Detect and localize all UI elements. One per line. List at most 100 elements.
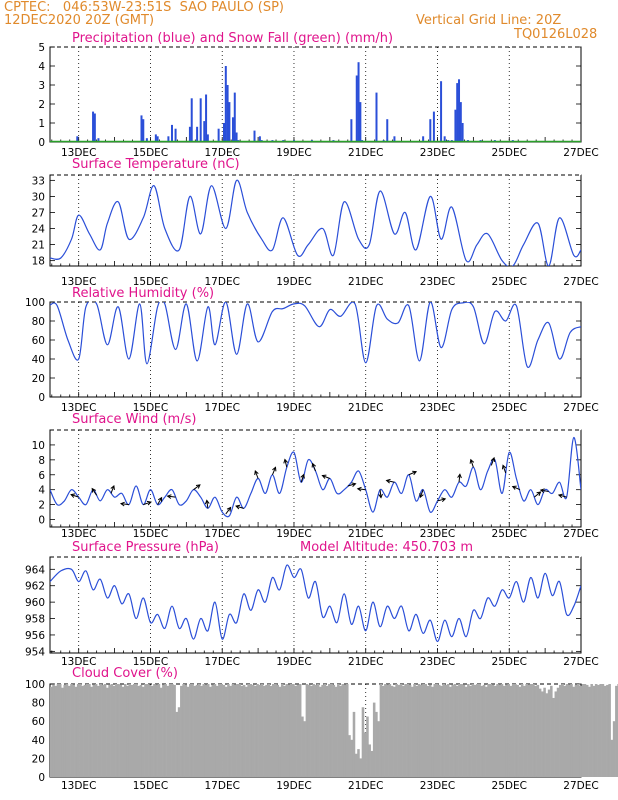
wind-arrow: [284, 459, 288, 468]
cloud-bar: [498, 684, 502, 777]
wind-arrow-head: [272, 466, 277, 472]
cloud-bar: [597, 684, 600, 777]
cloud-bar: [413, 684, 416, 777]
cloud-bar: [610, 739, 614, 777]
cloud-bar: [319, 686, 322, 777]
cloud-cover-x-tick-label: 25DEC: [492, 780, 527, 792]
cloud-bar: [561, 684, 564, 777]
cloud-bar: [594, 684, 598, 777]
wind-arrow-head: [385, 478, 391, 484]
wind-arrow: [502, 465, 507, 474]
cloud-bar: [491, 684, 495, 777]
precip-bar: [357, 62, 360, 143]
precip-bar: [226, 85, 229, 142]
cloud-bar: [256, 684, 259, 777]
precipitation-y-tick-label: 0: [38, 137, 45, 149]
cloud-bar: [525, 684, 528, 777]
pressure-series-line: [50, 564, 581, 643]
wind-arrow: [206, 500, 209, 509]
cloud-bar: [328, 684, 331, 777]
cloud-bar: [581, 684, 584, 777]
cloud-bar: [390, 685, 394, 777]
wind-arrow: [254, 470, 259, 479]
wind-arrow-head: [226, 506, 232, 512]
cloud-bar: [97, 685, 100, 777]
cloud-bar: [330, 684, 333, 777]
cloud-bar: [404, 684, 407, 777]
cloud-bar: [388, 684, 392, 777]
temperature-y-tick-label: 18: [32, 256, 45, 268]
precip-bar: [188, 126, 191, 142]
cloud-bar: [451, 684, 454, 777]
cloud-bar: [267, 684, 271, 777]
humidity-x-tick-label: 17DEC: [205, 402, 240, 414]
cloud-bar: [572, 686, 576, 777]
cloud-bar: [245, 686, 248, 777]
cloud-bar: [426, 685, 430, 777]
cloud-bar: [209, 686, 212, 777]
cloud-bar: [296, 684, 300, 777]
precip-bar: [456, 83, 459, 142]
wind-arrow-head: [70, 493, 76, 498]
cloud-bar: [307, 684, 311, 777]
cloud-bar: [386, 684, 389, 777]
cloud-bar: [559, 684, 562, 777]
precipitation-y-tick-label: 2: [38, 99, 45, 111]
cloud-bar: [76, 684, 80, 777]
cloud-bar: [137, 685, 140, 777]
cloud-cover-x-tick-label: 13DEC: [61, 780, 96, 792]
wind-arrow: [120, 503, 129, 506]
wind-arrow: [437, 498, 446, 502]
cloud-bar: [310, 685, 313, 777]
wind-arrow-head: [469, 458, 475, 464]
precip-bar: [231, 117, 234, 142]
humidity-y-tick-label: 100: [25, 297, 45, 309]
wind-arrow: [300, 474, 305, 483]
cloud-bar: [532, 684, 535, 777]
cloud-bar: [231, 684, 235, 777]
cloud-bar: [229, 685, 232, 777]
precip-bar: [170, 124, 173, 142]
cloud-cover-x-tick-label: 15DEC: [133, 780, 168, 792]
cloud-bar: [193, 685, 197, 777]
cloud-bar: [139, 684, 143, 777]
cloud-bar: [485, 686, 488, 777]
cloud-bar: [579, 685, 582, 777]
cloud-bar: [601, 684, 605, 777]
cloud-bar: [345, 684, 349, 777]
precip-bar: [454, 109, 457, 142]
precip-bar: [375, 92, 378, 142]
precipitation-frame: [49, 46, 582, 143]
wind-arrow-head: [91, 487, 96, 493]
wind-arrow: [322, 475, 331, 479]
wind-y-tick-label: 2: [38, 500, 45, 512]
precip-bar: [359, 102, 362, 142]
cloud-bar: [408, 684, 412, 777]
cloud-bar: [381, 685, 385, 777]
cloud-bar: [166, 685, 170, 777]
cloud-bar: [117, 684, 120, 777]
cloud-bar: [455, 685, 459, 777]
cloud-bar: [339, 685, 342, 777]
cloud-bar: [361, 707, 365, 777]
wind-arrow: [386, 480, 395, 483]
cloud-bar: [603, 685, 607, 777]
cloud-bar: [202, 684, 206, 777]
cloud-bar: [502, 685, 506, 777]
wind-arrow: [235, 505, 244, 509]
wind-arrow: [193, 484, 201, 491]
wind-arrow-head: [254, 470, 259, 476]
cloud-bar: [130, 684, 134, 777]
cloud-bar: [406, 684, 410, 777]
cloud-bar: [368, 744, 371, 777]
cloud-bar: [206, 684, 210, 777]
precipitation-y-tick-label: 3: [38, 80, 45, 92]
cloud-bar: [523, 685, 526, 777]
cloud-bar: [431, 686, 434, 777]
cloud-bar: [215, 685, 219, 777]
wind-arrow-head: [146, 500, 152, 506]
wind-arrow: [225, 507, 232, 515]
header-model-code: TQ0126L028: [514, 27, 598, 42]
wind-arrow: [357, 488, 366, 491]
precipitation-x-tick-label: 17DEC: [205, 147, 240, 159]
